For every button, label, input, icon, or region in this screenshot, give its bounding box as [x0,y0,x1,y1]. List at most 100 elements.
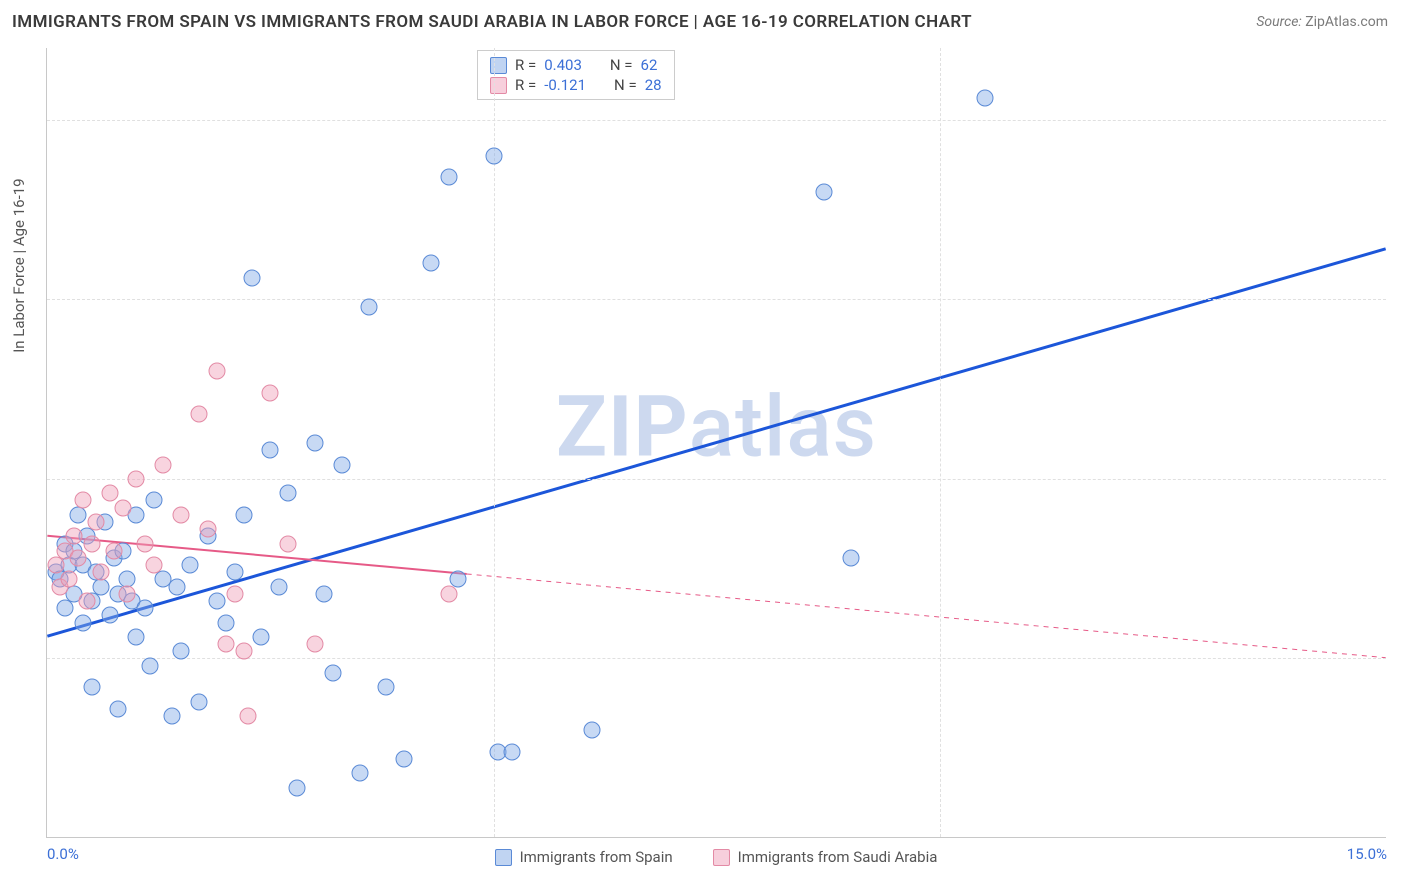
source-credit: Source: ZipAtlas.com [1256,14,1388,30]
y-axis-label: In Labor Force | Age 16-19 [10,178,28,352]
data-point [146,557,163,574]
data-point [289,779,306,796]
data-point [128,628,145,645]
data-point [280,535,297,552]
legend-item-b: Immigrants from Saudi Arabia [713,848,938,866]
data-point [503,743,520,760]
data-point [74,614,91,631]
data-point [173,506,190,523]
data-point [217,636,234,653]
data-point [101,485,118,502]
data-point [101,607,118,624]
source-name: ZipAtlas.com [1305,14,1388,30]
grid-line-h [47,299,1386,300]
y-tick-label: 75.0% [1394,290,1406,308]
grid-line-v [494,48,495,837]
data-point [441,169,458,186]
data-point [146,492,163,509]
data-point [74,492,91,509]
data-point [307,435,324,452]
grid-line-h [47,658,1386,659]
source-prefix: Source: [1256,14,1305,30]
data-point [977,90,994,107]
data-point [47,557,64,574]
data-point [235,643,252,660]
data-point [70,506,87,523]
data-point [271,578,288,595]
data-point [83,535,100,552]
r-label: R = [515,56,536,74]
data-point [83,679,100,696]
series-legend: Immigrants from Spain Immigrants from Sa… [46,848,1386,866]
data-point [164,707,181,724]
data-point [106,542,123,559]
data-point [190,693,207,710]
watermark-zip: ZIP [556,377,689,476]
data-point [61,571,78,588]
y-tick-label: 100.0% [1394,111,1406,129]
data-point [56,600,73,617]
n-label: N = [614,76,637,94]
data-point [79,593,96,610]
data-point [92,564,109,581]
data-point [360,298,377,315]
data-point [253,628,270,645]
data-point [583,722,600,739]
data-point [240,707,257,724]
r-value: -0.121 [544,76,586,94]
data-point [262,442,279,459]
data-point [88,514,105,531]
data-point [324,664,341,681]
n-label: N = [610,56,633,74]
data-point [137,535,154,552]
data-point [141,657,158,674]
r-label: R = [515,76,536,94]
data-point [110,700,127,717]
data-point [423,255,440,272]
swatch-icon [490,77,507,94]
series-label: Immigrants from Saudi Arabia [738,848,938,866]
swatch-icon [713,849,730,866]
data-point [65,528,82,545]
data-point [226,564,243,581]
data-point [235,506,252,523]
data-point [816,183,833,200]
data-point [262,384,279,401]
data-point [190,406,207,423]
data-point [280,485,297,502]
legend-item-a: Immigrants from Spain [495,848,673,866]
swatch-icon [490,57,507,74]
data-point [351,765,368,782]
data-point [315,585,332,602]
data-point [441,585,458,602]
data-point [333,456,350,473]
grid-line-h [47,479,1386,480]
data-point [307,636,324,653]
grid-line-h [47,120,1386,121]
data-point [843,549,860,566]
data-point [155,456,172,473]
swatch-icon [495,849,512,866]
data-point [217,614,234,631]
series-label: Immigrants from Spain [520,848,673,866]
chart-title: IMMIGRANTS FROM SPAIN VS IMMIGRANTS FROM… [12,12,972,32]
n-value: 28 [645,76,662,94]
data-point [137,600,154,617]
y-tick-label: 50.0% [1394,470,1406,488]
r-value: 0.403 [544,56,582,74]
plot-wrapper: ZIPatlas R = 0.403 N = 62 R = -0.121 N =… [46,48,1386,838]
data-point [128,470,145,487]
data-point [485,147,502,164]
data-point [70,549,87,566]
watermark: ZIPatlas [556,377,877,476]
grid-line-v [940,48,941,837]
y-tick-label: 25.0% [1394,649,1406,667]
data-point [168,578,185,595]
data-point [181,557,198,574]
legend-row-a: R = 0.403 N = 62 [490,55,662,75]
plot-area: ZIPatlas R = 0.403 N = 62 R = -0.121 N =… [46,48,1386,838]
n-value: 62 [641,56,658,74]
watermark-atlas: atlas [689,377,877,476]
data-point [208,593,225,610]
data-point [114,499,131,516]
